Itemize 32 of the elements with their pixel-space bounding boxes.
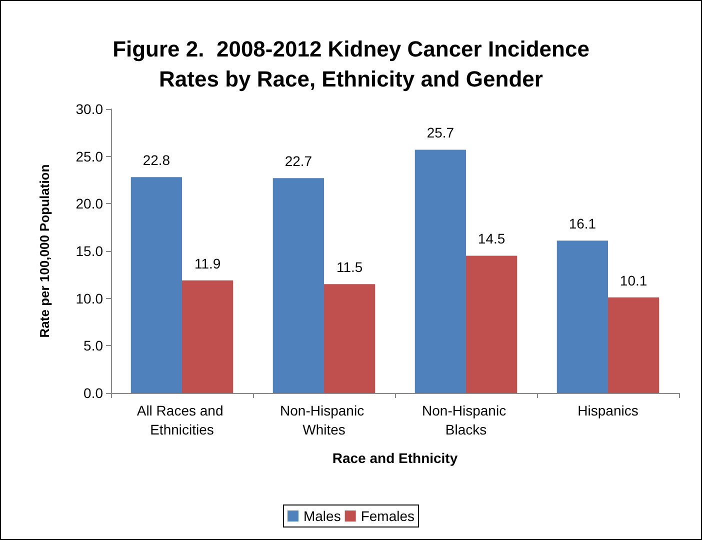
x-tick-label: Non-Hispanic Blacks [422, 402, 510, 438]
bar [182, 280, 234, 393]
y-tick-label: 20.0 [76, 196, 104, 212]
legend-label: Females [360, 508, 415, 524]
y-tick-label: 25.0 [76, 148, 104, 164]
bar [130, 177, 182, 393]
y-tick-label: 0.0 [84, 385, 104, 401]
data-label: 11.5 [336, 259, 363, 276]
y-tick-label: 10.0 [76, 290, 104, 306]
x-tick-label: All Races and Ethnicities [136, 402, 228, 438]
y-tick-label: 15.0 [76, 243, 104, 259]
bar [272, 178, 324, 393]
data-label: 10.1 [620, 272, 648, 288]
legend-label: Males [303, 508, 341, 524]
x-tick-label: Hispanics [578, 402, 638, 418]
bar [608, 297, 660, 393]
x-tick-label: Non-Hispanic Whites [280, 402, 368, 438]
x-axis-title: Race and Ethnicity [332, 450, 458, 466]
bar [324, 284, 376, 393]
bar [414, 150, 466, 393]
data-label: 16.1 [568, 216, 596, 232]
y-axis-title: Rate per 100,000 Population [37, 164, 52, 338]
data-label: 22.7 [284, 153, 312, 170]
bar [466, 256, 518, 393]
bar [556, 240, 608, 393]
chart-title: Figure 2. 2008-2012 Kidney Cancer Incidence Rates by Race, Ethnicity and Gender [112, 36, 590, 92]
data-label: 14.5 [478, 230, 506, 247]
data-label: 11.9 [194, 255, 221, 272]
data-label: 22.8 [142, 152, 170, 168]
y-tick-label: 30.0 [76, 101, 104, 117]
data-label: 25.7 [426, 124, 454, 141]
y-tick-label: 5.0 [84, 338, 104, 354]
